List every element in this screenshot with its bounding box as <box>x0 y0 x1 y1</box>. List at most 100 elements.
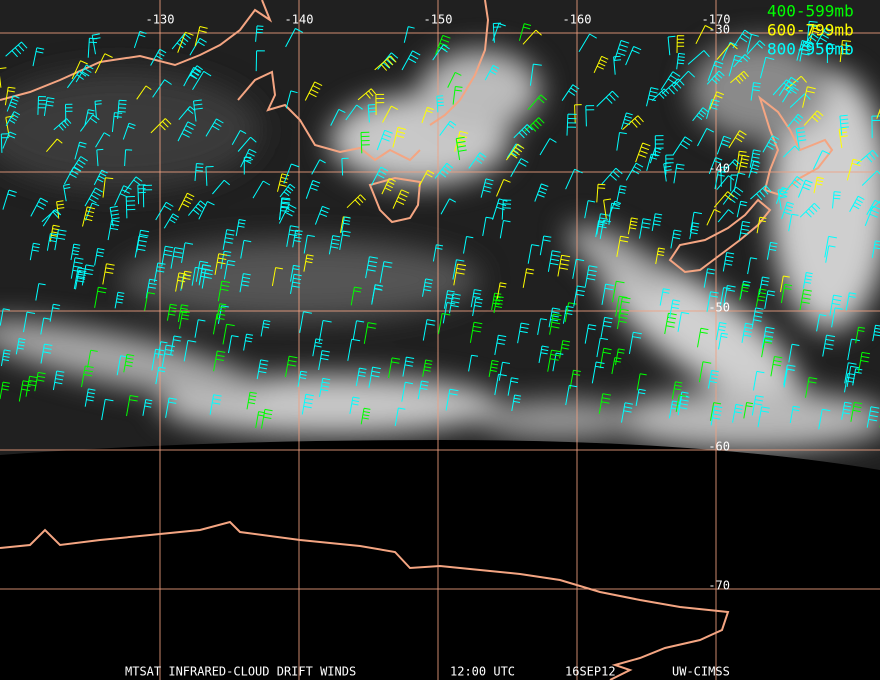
wind-barb <box>189 37 207 56</box>
wind-barb <box>212 179 231 195</box>
wind-barb <box>347 338 361 361</box>
wind-barb <box>703 268 716 288</box>
barb-stroke <box>0 381 10 400</box>
barb-stroke <box>872 324 880 342</box>
wind-barb <box>496 178 511 197</box>
wind-barb <box>379 261 393 283</box>
barb-stroke <box>357 88 377 101</box>
barb-stroke <box>850 401 863 422</box>
barb-stroke <box>212 179 231 195</box>
wind-barb <box>718 332 728 350</box>
wind-barb <box>706 99 720 119</box>
barb-stroke <box>2 189 17 210</box>
wind-barb <box>155 201 174 221</box>
wind-barb <box>759 56 775 79</box>
wind-barb <box>788 213 799 232</box>
wind-barb <box>107 219 120 241</box>
barb-stroke <box>463 236 474 254</box>
barb-stroke <box>829 294 842 316</box>
barb-stroke <box>368 366 381 388</box>
wind-barb <box>747 257 758 275</box>
barb-stroke <box>252 180 271 199</box>
barb-stroke <box>46 233 58 251</box>
wind-barb <box>539 235 552 256</box>
barb-stroke <box>455 136 467 161</box>
barb-stroke <box>297 370 308 387</box>
wind-barb <box>178 106 196 121</box>
wind-barb <box>349 396 360 414</box>
barb-stroke <box>673 70 696 88</box>
barb-stroke <box>670 229 682 249</box>
wind-barb <box>858 351 871 373</box>
wind-barb <box>781 201 795 220</box>
barb-stroke <box>783 368 795 388</box>
barb-stroke <box>492 22 502 43</box>
barb-stroke <box>388 357 401 379</box>
wind-barb <box>547 250 561 272</box>
barb-stroke <box>87 349 98 368</box>
barb-stroke <box>2 131 17 149</box>
footer-product: MTSAT INFRARED-CLOUD DRIFT WINDS <box>125 665 356 679</box>
barb-stroke <box>565 384 578 406</box>
wind-barb <box>761 337 773 358</box>
barb-stroke <box>659 288 670 306</box>
barb-stroke <box>600 316 613 338</box>
barb-stroke <box>30 197 49 217</box>
barb-stroke <box>261 408 273 429</box>
barb-stroke <box>328 235 341 255</box>
barb-stroke <box>43 97 55 116</box>
barb-stroke <box>710 405 723 426</box>
wind-barb <box>709 91 724 110</box>
barb-stroke <box>304 81 323 101</box>
wind-barb <box>177 31 194 53</box>
barb-stroke <box>194 163 204 181</box>
barb-stroke <box>593 55 609 74</box>
barb-stroke <box>584 200 596 219</box>
wind-barb <box>741 322 754 343</box>
wind-barb <box>181 270 192 289</box>
wind-barb <box>728 54 744 77</box>
wind-barb <box>286 225 299 247</box>
wind-barb <box>341 157 349 176</box>
wind-barb <box>394 407 406 426</box>
wind-barb <box>432 44 450 61</box>
barb-stroke <box>846 158 862 181</box>
barb-stroke <box>717 209 734 223</box>
barb-stroke <box>53 118 72 131</box>
wind-barb <box>443 290 455 309</box>
barb-stroke <box>741 322 754 343</box>
wind-barb <box>803 110 824 126</box>
wind-barb <box>363 322 377 344</box>
barb-stroke <box>628 331 642 354</box>
wind-barb <box>677 311 690 332</box>
wind-barb <box>672 136 693 156</box>
wind-barb <box>613 40 630 62</box>
wind-barb <box>494 373 507 396</box>
barb-stroke <box>0 308 10 326</box>
wind-barb <box>507 377 519 396</box>
wind-barb <box>603 198 612 219</box>
wind-barb <box>284 355 298 378</box>
wind-barb <box>625 46 642 66</box>
wind-barb <box>91 33 101 55</box>
wind-barb <box>454 130 469 152</box>
latitude-label: -60 <box>708 440 730 454</box>
barb-stroke <box>70 257 84 279</box>
wind-barb <box>470 289 482 308</box>
wind-barb <box>198 201 215 220</box>
wind-barb <box>761 326 775 349</box>
wind-barb <box>757 406 770 428</box>
wind-barb <box>191 266 203 286</box>
wind-barb <box>562 305 574 324</box>
barb-stroke <box>618 296 631 318</box>
wind-barb <box>181 242 194 263</box>
barb-stroke <box>402 356 415 377</box>
barb-stroke <box>832 191 841 209</box>
barb-stroke <box>63 166 81 185</box>
wind-barb <box>618 296 631 318</box>
wind-barb <box>671 381 683 400</box>
wind-barb <box>608 202 621 225</box>
barb-stroke <box>548 307 561 328</box>
wind-barb <box>710 402 722 421</box>
